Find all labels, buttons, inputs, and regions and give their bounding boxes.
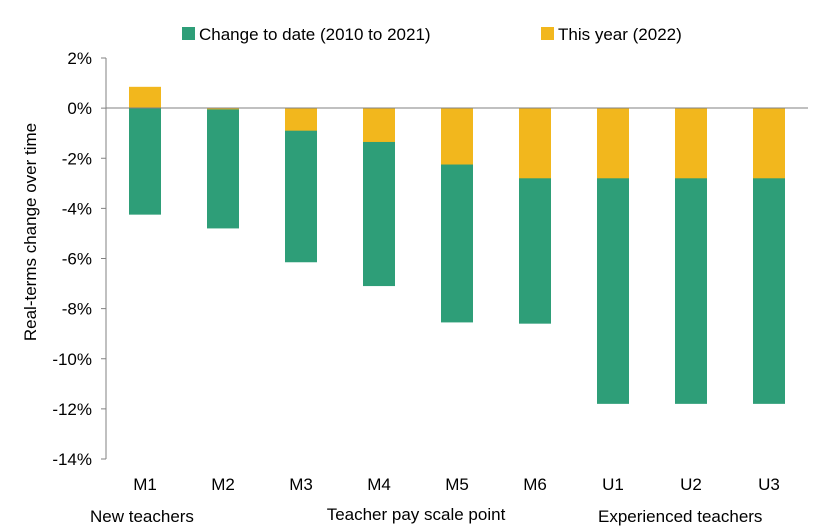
x-tick-label-u2: U2 <box>680 475 702 494</box>
bar-this-year-m3 <box>285 108 317 131</box>
bar-this-year-m2 <box>207 108 239 110</box>
y-tick-label: -2% <box>62 149 92 168</box>
bar-this-year-m1 <box>129 86 161 109</box>
x-tick-label-m2: M2 <box>211 475 235 494</box>
legend-label-this-year: This year (2022) <box>558 25 682 44</box>
x-axis-ticks: M1 M2 M3 M4 M5 M6 U1 U2 U3 <box>133 475 780 494</box>
bar-this-year-m5 <box>441 108 473 165</box>
x-tick-label-u3: U3 <box>758 475 780 494</box>
legend-label-change-to-date: Change to date (2010 to 2021) <box>199 25 431 44</box>
y-axis-title: Real-terms change over time <box>21 123 40 341</box>
y-tick-label: 0% <box>67 99 92 118</box>
y-tick-label: -10% <box>52 350 92 369</box>
x-tick-label-m1: M1 <box>133 475 157 494</box>
x-tick-label-u1: U1 <box>602 475 624 494</box>
bar-this-year-m4 <box>363 108 395 142</box>
bar-change-to-date-m1 <box>129 108 161 215</box>
x-tick-label-m4: M4 <box>367 475 391 494</box>
bar-change-to-date-m2 <box>207 108 239 229</box>
legend-swatch-change-to-date <box>182 27 195 40</box>
x-tick-label-m3: M3 <box>289 475 313 494</box>
y-tick-label: -6% <box>62 250 92 269</box>
y-tick-label: -4% <box>62 199 92 218</box>
y-tick-label: -14% <box>52 450 92 469</box>
x-tick-label-m6: M6 <box>523 475 547 494</box>
y-tick-label: -8% <box>62 300 92 319</box>
legend: Change to date (2010 to 2021) This year … <box>182 25 682 44</box>
x-tick-label-m5: M5 <box>445 475 469 494</box>
legend-swatch-this-year <box>541 27 554 40</box>
group-label-experienced-teachers: Experienced teachers <box>598 507 762 526</box>
bar-this-year-u1 <box>597 108 629 179</box>
y-tick-label: 2% <box>67 49 92 68</box>
bar-change-to-date-m3 <box>285 108 317 263</box>
bar-this-year-u3 <box>753 108 785 179</box>
bar-this-year-m6 <box>519 108 551 179</box>
y-axis-ticks: 2% 0% -2% -4% -6% -8% -10% -12% -14% <box>52 49 106 469</box>
bar-this-year-u2 <box>675 108 707 179</box>
group-label-new-teachers: New teachers <box>90 507 194 526</box>
x-axis-title: Teacher pay scale point <box>327 505 506 524</box>
y-tick-label: -12% <box>52 400 92 419</box>
bars <box>129 86 785 404</box>
